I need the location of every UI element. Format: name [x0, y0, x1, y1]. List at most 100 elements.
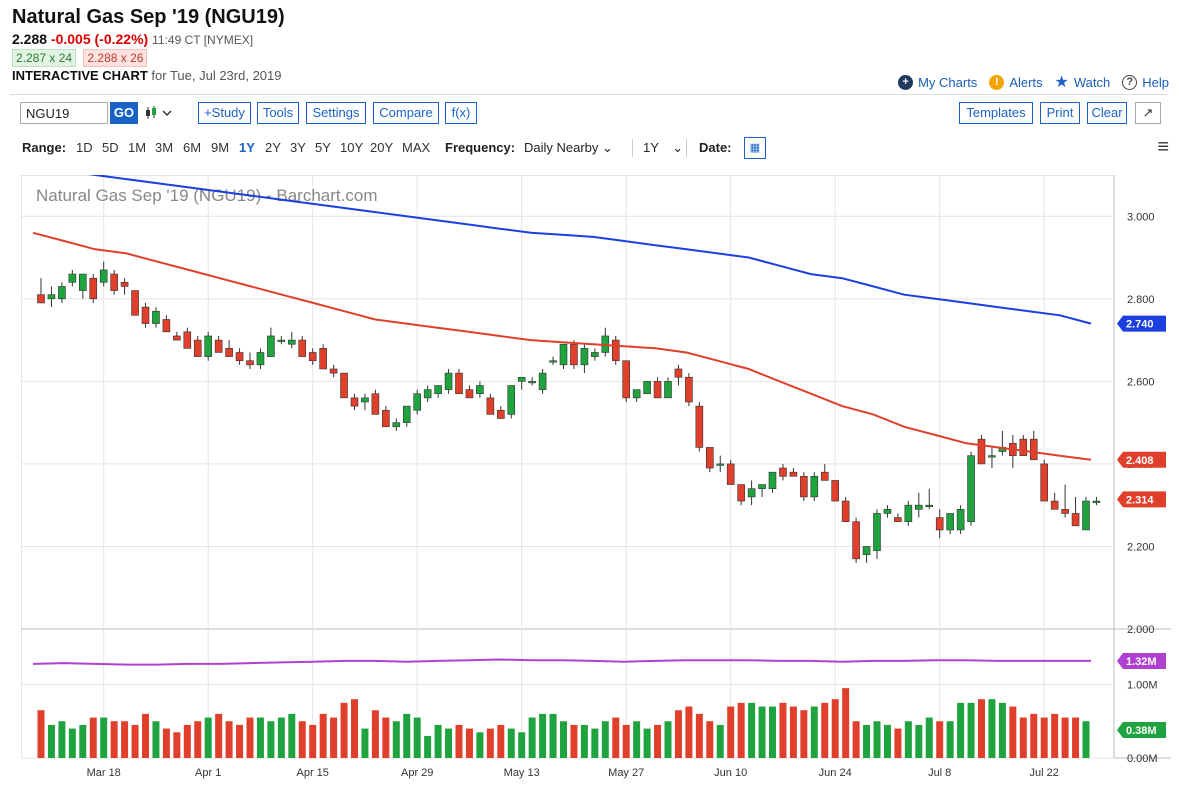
period-select[interactable]: 1Y ⌄ — [643, 137, 683, 159]
last-value-labels: 2.740 2.408 2.314 1.32M 0.38M — [1117, 315, 1166, 739]
range-3y[interactable]: 3Y — [290, 140, 306, 155]
print-button[interactable]: Print — [1040, 102, 1080, 124]
volume-bar — [580, 724, 588, 758]
candle-body — [768, 471, 777, 489]
my-charts-link[interactable]: + My Charts — [898, 74, 977, 90]
watch-link[interactable]: ★ Watch — [1055, 72, 1111, 92]
candle-body — [611, 339, 620, 362]
chevron-down-icon: ⌄ — [672, 140, 684, 155]
help-icon: ? — [1122, 74, 1138, 90]
candle-body — [779, 467, 787, 477]
volume-bar — [748, 702, 756, 758]
range-1m[interactable]: 1M — [128, 140, 147, 155]
sma-short-line — [32, 231, 1092, 461]
candle-body — [319, 348, 327, 370]
candle-body — [820, 471, 829, 481]
price-chart[interactable]: Natural Gas Sep '19 (NGU19) - Barchart.c… — [20, 165, 1171, 786]
candle-body — [517, 376, 526, 382]
clear-button[interactable]: Clear — [1087, 102, 1127, 124]
candle-body — [225, 348, 233, 357]
candle-body — [695, 405, 704, 448]
x-tick-label: May 13 — [504, 767, 540, 779]
x-axis: Mar 18 Apr 1 Apr 15 Apr 29 May 13 May 27 Jun 1… — [87, 767, 1059, 779]
star-icon: ★ — [1054, 74, 1069, 91]
grid — [20, 174, 1171, 759]
candle-body — [946, 513, 954, 531]
candle-body — [894, 517, 902, 522]
volume-bar — [79, 724, 87, 758]
volume-bar — [601, 721, 609, 758]
volume-bar — [142, 713, 149, 758]
candle-body — [298, 339, 307, 357]
volume-bar — [842, 688, 850, 758]
range-9m[interactable]: 9M — [211, 140, 230, 155]
range-20y[interactable]: 20Y — [370, 140, 394, 155]
volume-bar — [413, 717, 421, 758]
volume-bar — [1009, 706, 1017, 758]
candle-body — [329, 368, 338, 374]
candle-body — [591, 352, 599, 357]
go-button[interactable]: GO — [110, 102, 138, 124]
candle-body — [977, 438, 986, 465]
candle-body — [914, 504, 923, 510]
range-1d[interactable]: 1D — [76, 140, 93, 155]
range-3m[interactable]: 3M — [155, 140, 174, 155]
candle-body — [152, 310, 160, 324]
volume-bar — [528, 717, 536, 758]
frequency-select[interactable]: Daily Nearby ⌄ — [524, 137, 613, 159]
volume-bar — [1082, 721, 1090, 758]
volume-bar — [361, 728, 369, 758]
x-tick-label: Apr 29 — [401, 767, 433, 779]
calendar-button[interactable]: ▦ — [744, 137, 766, 159]
range-5d[interactable]: 5D — [102, 140, 119, 155]
candle-body — [402, 405, 411, 423]
symbol-input[interactable]: NGU19 — [20, 102, 108, 124]
volume-bar — [100, 717, 108, 758]
range-2y[interactable]: 2Y — [265, 140, 281, 155]
help-link[interactable]: ? Help — [1122, 74, 1169, 90]
candle-body — [78, 273, 87, 291]
moving-averages — [32, 165, 1092, 666]
volume-bar — [664, 721, 672, 758]
volume-bar — [58, 721, 66, 758]
volume-bar — [256, 717, 264, 758]
volume-bar — [873, 721, 881, 758]
compare-button[interactable]: Compare — [373, 102, 439, 124]
expand-button[interactable]: ↗ — [1135, 102, 1161, 124]
tools-button[interactable]: Tools — [257, 102, 299, 124]
volume-bar — [173, 732, 181, 758]
range-5y[interactable]: 5Y — [315, 140, 331, 155]
hamburger-menu-icon[interactable]: ≡ — [1157, 136, 1169, 158]
templates-button[interactable]: Templates — [959, 102, 1033, 124]
range-6m[interactable]: 6M — [183, 140, 202, 155]
range-10y[interactable]: 10Y — [340, 140, 364, 155]
candlestick-icon — [146, 106, 172, 119]
alerts-link[interactable]: ! Alerts — [989, 74, 1043, 90]
frequency-value: Daily Nearby — [524, 140, 599, 155]
candle-body — [204, 335, 212, 357]
candle-body — [528, 381, 536, 384]
volume-bar — [695, 713, 703, 758]
x-tick-label: Apr 1 — [195, 767, 221, 779]
range-1y[interactable]: 1Y — [239, 140, 255, 155]
range-max[interactable]: MAX — [402, 140, 431, 155]
divider — [686, 139, 687, 157]
volume-bar — [37, 710, 45, 758]
candle-body — [1082, 500, 1090, 531]
candle-body — [486, 397, 495, 415]
candle-body — [873, 513, 881, 551]
volume-bar — [465, 728, 473, 758]
frequency-label: Frequency: — [445, 140, 516, 155]
study-button[interactable]: +Study — [198, 102, 251, 124]
volume-bar — [591, 728, 599, 758]
settings-button[interactable]: Settings — [306, 102, 366, 124]
period-value: 1Y — [643, 140, 659, 155]
function-button[interactable]: f(x) — [445, 102, 477, 124]
volume-bar — [445, 728, 453, 758]
volume-bar — [810, 706, 818, 758]
candle-body — [256, 352, 265, 366]
chart-type-dropdown[interactable] — [144, 105, 174, 124]
candle-body — [361, 397, 369, 403]
candle-body — [716, 463, 725, 466]
volume-bar — [685, 706, 693, 758]
